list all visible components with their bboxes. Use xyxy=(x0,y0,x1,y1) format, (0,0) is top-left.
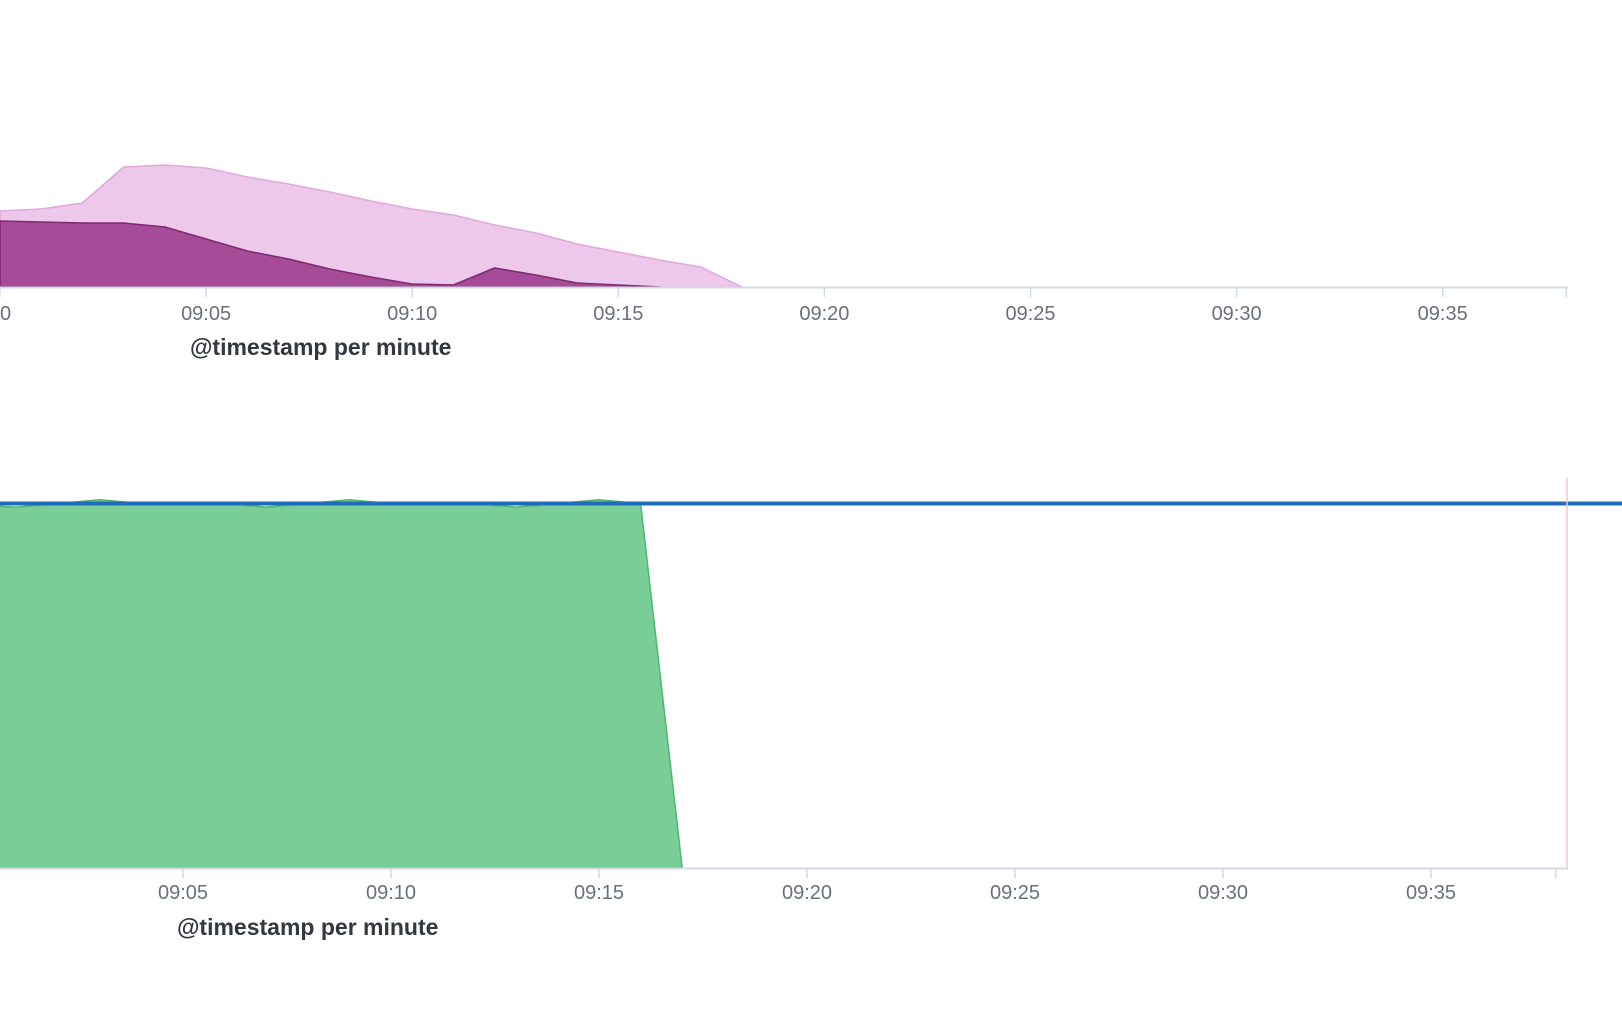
chart-1-x-tick-label: 09:25 xyxy=(1005,303,1055,325)
chart-1-x-tick-label: 09:05 xyxy=(181,303,231,325)
chart-bottom-x-axis-title: @timestamp per minute xyxy=(177,914,438,940)
chart-2-area-series-1 xyxy=(0,499,683,869)
chart-2-x-tick-label: 09:30 xyxy=(1198,882,1248,904)
chart-2-x-tick-label: 09:35 xyxy=(1406,882,1456,904)
chart-2-x-tick-label: 09:05 xyxy=(158,882,208,904)
chart-2-x-tick-label: 09:15 xyxy=(574,882,624,904)
chart-1-x-tick-label: 09:20 xyxy=(799,303,849,325)
chart-top-x-ticks: 00 09:05 09:10 09:15 09:20 09:25 09:30 09:35 xyxy=(0,287,1568,325)
chart-1-x-tick-label: 09:10 xyxy=(387,303,437,325)
chart-bottom-areas xyxy=(0,499,683,869)
chart-1-x-tick-label: 00 xyxy=(0,303,11,325)
chart-top-areas xyxy=(0,164,743,288)
chart-top-x-axis-title: @timestamp per minute xyxy=(190,334,451,360)
chart-1-area-series-2 xyxy=(0,220,661,288)
chart-2-x-tick-label: 09:25 xyxy=(990,882,1040,904)
chart-1-x-tick-label: 09:30 xyxy=(1212,303,1262,325)
chart-2-x-tick-label: 09:10 xyxy=(366,882,416,904)
chart-1-x-tick-label: 09:15 xyxy=(593,303,643,325)
chart-top: 00 09:05 09:10 09:15 09:20 09:25 09:30 09:35 @t… xyxy=(0,164,1568,360)
chart-1-x-tick-label: 09:35 xyxy=(1418,303,1468,325)
chart-2-x-tick-label: 09:20 xyxy=(782,882,832,904)
